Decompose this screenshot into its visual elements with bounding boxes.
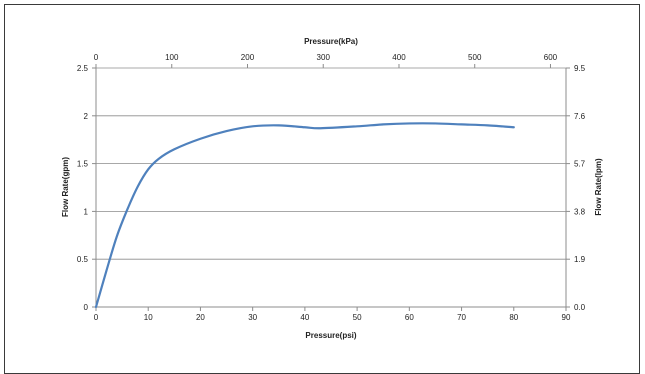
chart-frame <box>4 4 640 374</box>
y2-tick-label: 5.7 <box>574 160 586 169</box>
x-tick-label: 40 <box>300 313 309 322</box>
x2-tick-label: 300 <box>317 53 331 62</box>
x-tick-label: 30 <box>248 313 257 322</box>
y2-tick-label: 1.9 <box>574 255 586 264</box>
x-tick-label: 20 <box>196 313 205 322</box>
x-tick-label: 10 <box>144 313 153 322</box>
y2-tick-label: 0.0 <box>574 303 586 312</box>
x-tick-label: 90 <box>562 313 571 322</box>
y-tick-label: 1 <box>84 207 89 216</box>
x-tick-label: 80 <box>509 313 518 322</box>
y2-tick-label: 3.8 <box>574 207 586 216</box>
y2-tick-label: 9.5 <box>574 64 586 73</box>
x-axis-title: Pressure(psi) <box>305 331 356 340</box>
tick-labels: 0 10 20 30 40 50 60 70 80 90 0 100 200 300 400 500 600 0 0… <box>77 53 586 322</box>
x2-axis-title: Pressure(kPa) <box>304 37 358 46</box>
y-tick-label: 0 <box>84 303 89 312</box>
chart: 0 10 20 30 40 50 60 70 80 90 0 100 200 300 400 500 600 0 0… <box>61 37 603 340</box>
x-tick-label: 50 <box>353 313 362 322</box>
y-tick-label: 2.5 <box>77 64 89 73</box>
series-line-0 <box>94 122 515 309</box>
y2-axis-title: Flow Rate(lpm) <box>594 158 603 216</box>
axes <box>92 64 570 311</box>
gridlines <box>96 67 566 260</box>
x2-tick-label: 600 <box>544 53 558 62</box>
y2-tick-label: 7.6 <box>574 112 586 121</box>
x-tick-label: 0 <box>94 313 99 322</box>
x2-tick-label: 500 <box>468 53 482 62</box>
y-tick-label: 2 <box>84 112 89 121</box>
x2-tick-label: 400 <box>392 53 406 62</box>
y-tick-label: 1.5 <box>77 160 89 169</box>
x-tick-label: 70 <box>457 313 466 322</box>
x2-tick-label: 100 <box>165 53 179 62</box>
series-layer <box>94 122 515 309</box>
x-tick-label: 60 <box>405 313 414 322</box>
x2-tick-label: 0 <box>94 53 99 62</box>
y-axis-title: Flow Rate(gpm) <box>61 157 70 217</box>
y-tick-label: 0.5 <box>77 255 89 264</box>
x2-tick-label: 200 <box>241 53 255 62</box>
